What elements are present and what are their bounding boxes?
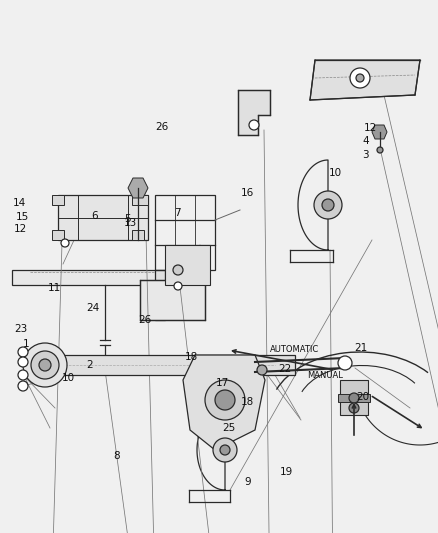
Polygon shape [132,230,144,240]
Text: 10: 10 [61,374,74,383]
Text: 25: 25 [223,423,236,433]
Circle shape [322,199,334,211]
Text: 5: 5 [124,214,131,223]
Circle shape [61,239,69,247]
Text: 23: 23 [14,325,28,334]
Circle shape [174,282,182,290]
Polygon shape [12,270,200,285]
Polygon shape [52,195,64,205]
Text: MANUAL: MANUAL [307,372,343,380]
Text: 8: 8 [113,451,120,461]
Text: 10: 10 [328,168,342,178]
Circle shape [350,68,370,88]
Text: 18: 18 [241,398,254,407]
Text: 12: 12 [14,224,27,234]
Circle shape [377,147,383,153]
Text: 18: 18 [185,352,198,362]
Polygon shape [155,270,165,320]
Text: 11: 11 [48,283,61,293]
Text: 17: 17 [215,378,229,387]
Circle shape [249,120,259,130]
Circle shape [31,351,59,379]
Text: 26: 26 [155,122,169,132]
Circle shape [314,191,342,219]
Polygon shape [128,178,148,198]
Text: 16: 16 [241,188,254,198]
Text: 15: 15 [16,212,29,222]
Polygon shape [140,280,205,320]
Circle shape [349,403,359,413]
Circle shape [215,390,235,410]
Text: 19: 19 [280,467,293,477]
Circle shape [205,380,245,420]
Text: 26: 26 [138,315,151,325]
Text: 20: 20 [356,392,369,402]
Text: 2: 2 [86,360,93,370]
Circle shape [338,356,352,370]
Circle shape [257,365,267,375]
Polygon shape [310,60,420,100]
Polygon shape [183,355,265,450]
Text: 7: 7 [174,208,181,218]
Circle shape [18,347,28,357]
Text: 21: 21 [355,343,368,352]
Polygon shape [372,125,387,139]
Text: 4: 4 [362,136,369,146]
Polygon shape [52,230,64,240]
Polygon shape [165,245,210,285]
Circle shape [356,74,364,82]
Circle shape [349,393,359,403]
Polygon shape [30,355,295,375]
Circle shape [18,381,28,391]
Polygon shape [58,195,148,240]
Text: 12: 12 [364,123,377,133]
Text: 13: 13 [124,218,137,228]
Circle shape [23,343,67,387]
Polygon shape [238,90,270,135]
Text: 14: 14 [13,198,26,207]
Text: 6: 6 [91,211,98,221]
Circle shape [173,265,183,275]
Polygon shape [132,195,148,205]
Bar [340,380,368,415]
Text: 24: 24 [86,303,99,313]
Text: 9: 9 [244,478,251,487]
Circle shape [213,438,237,462]
Circle shape [39,359,51,371]
Circle shape [18,370,28,380]
Text: 22: 22 [278,365,291,374]
Circle shape [220,445,230,455]
Text: AUTOMATIC: AUTOMATIC [270,345,319,353]
Bar [338,394,370,402]
Circle shape [18,357,28,367]
Text: 3: 3 [362,150,369,159]
Text: 1: 1 [23,339,30,349]
